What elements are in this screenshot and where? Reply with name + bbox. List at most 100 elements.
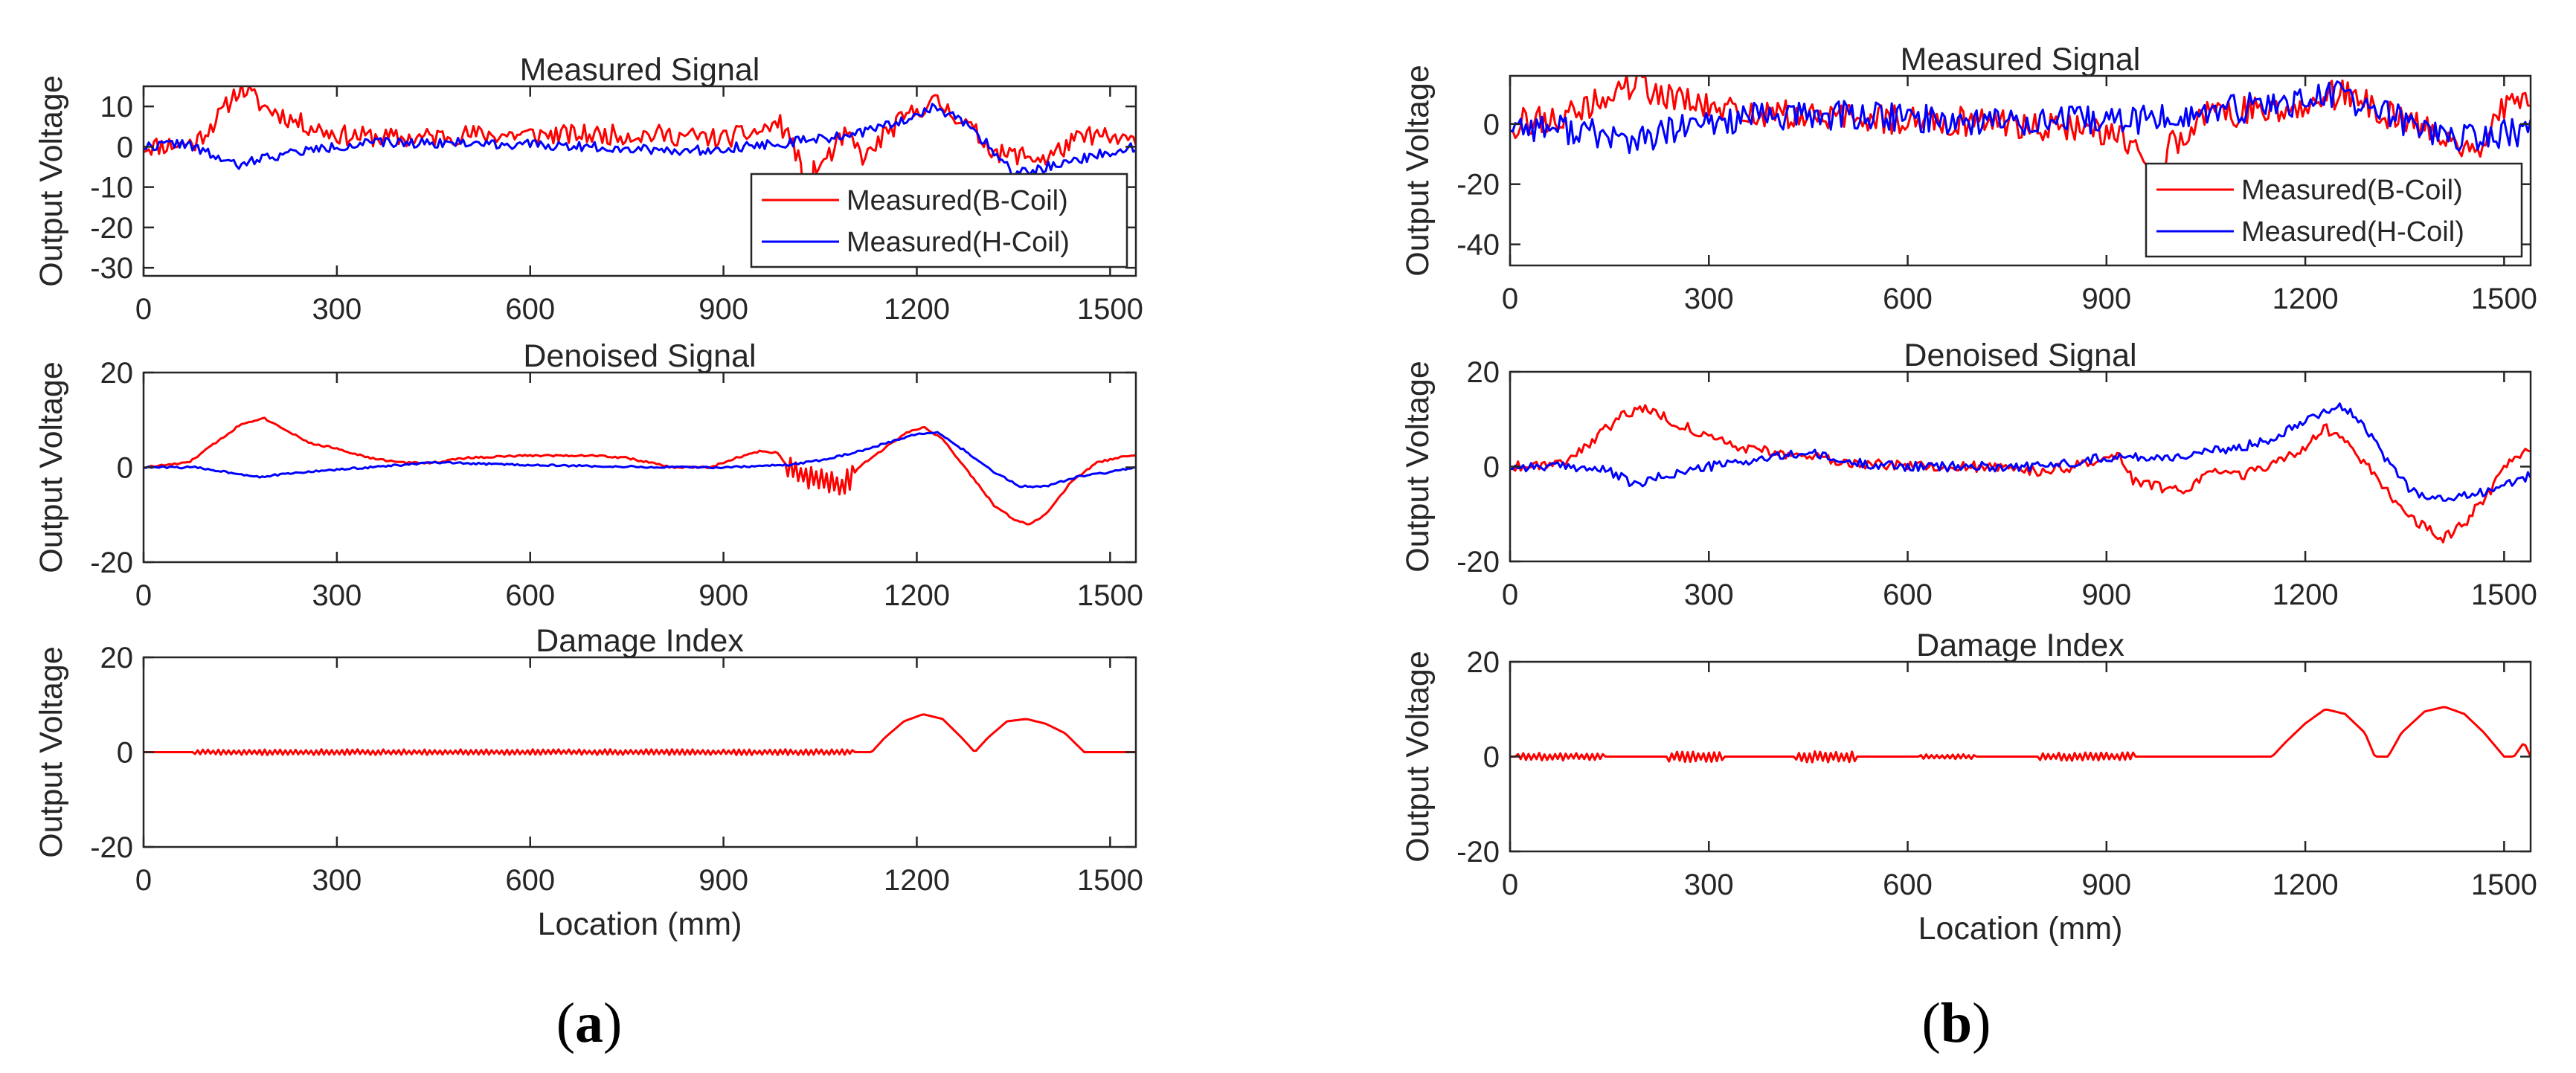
series-line-h-coil (144, 431, 1136, 489)
y-axis-label: Output Voltage (1400, 651, 1436, 863)
y-tick-label: -20 (90, 831, 133, 864)
y-axis-label: Output Voltage (33, 361, 69, 573)
chart-a-measured: 0 300 600 900 1200 1500 -30 -20 -10 0 10 Measured S… (33, 52, 1143, 326)
axes-frame (142, 85, 1137, 277)
series-group (144, 416, 1136, 526)
x-tick-label: 900 (2081, 579, 2131, 611)
y-tick-label: -20 (90, 547, 133, 579)
x-tick-label: 1200 (2273, 579, 2339, 611)
series-line-b-coil (144, 713, 1136, 756)
series-line-h-coil (144, 103, 1136, 179)
x-tick-label: 1500 (2471, 283, 2537, 315)
x-tick-label: 900 (698, 293, 748, 326)
x-tick-label: 300 (1684, 579, 1734, 611)
series-line-b-coil (144, 416, 1136, 526)
x-tick-label: 1500 (1077, 864, 1143, 897)
series-line-h-coil (1510, 80, 2531, 155)
x-tick-label: 0 (1502, 869, 1518, 901)
legend-entry: Measured(B-Coil) (2241, 175, 2463, 206)
y-tick-label: 0 (1483, 109, 1500, 141)
legend: Measured(B-Coil) Measured(H-Coil) (2145, 162, 2523, 258)
x-tick-label: 900 (2081, 869, 2131, 901)
x-tick-label: 0 (135, 293, 152, 326)
x-tick-label: 600 (505, 864, 555, 897)
y-tick-label: -20 (1456, 836, 1500, 869)
y-tick-label: 20 (1467, 356, 1500, 389)
y-tick-label: 0 (1483, 741, 1500, 774)
x-tick-label: 1200 (884, 579, 950, 612)
y-tick-label: -20 (90, 212, 133, 245)
caption-b: (b) (1921, 992, 1991, 1054)
series-group (1510, 706, 2531, 764)
legend-entry: Measured(H-Coil) (2241, 216, 2464, 248)
y-tick-label: 0 (117, 131, 133, 164)
x-tick-label: 0 (1502, 579, 1518, 611)
y-tick-label: -20 (1456, 169, 1500, 202)
y-tick-label: 10 (100, 91, 134, 123)
caption-a: (a) (556, 992, 623, 1054)
x-tick-label: 300 (1684, 283, 1734, 315)
x-tick-label: 0 (135, 579, 152, 612)
chart-title: Measured Signal (1901, 42, 2141, 77)
x-tick-label: 1500 (1077, 579, 1143, 612)
x-tick-label: 900 (2081, 283, 2131, 315)
x-tick-label: 1500 (2471, 869, 2537, 901)
x-axis-label: Location (mm) (538, 906, 742, 942)
legend-entry: Measured(H-Coil) (847, 227, 1070, 258)
series-line-b-coil (1510, 76, 2531, 242)
y-tick-label: -10 (90, 172, 133, 204)
y-axis-label: Output Voltage (1400, 361, 1436, 573)
x-tick-label: 1200 (884, 293, 950, 326)
x-tick-label: 1200 (884, 864, 950, 897)
x-tick-label: 600 (1883, 869, 1933, 901)
y-tick-label: -30 (90, 252, 133, 285)
chart-title: Damage Index (1916, 628, 2124, 663)
series-line-h-coil (1510, 402, 2531, 502)
x-tick-label: 1500 (2471, 579, 2537, 611)
y-tick-label: 20 (100, 357, 134, 390)
y-axis-label: Output Voltage (1400, 65, 1436, 277)
y-axis-label: Output Voltage (33, 646, 69, 858)
chart-title: Denoised Signal (1904, 338, 2136, 373)
y-tick-label: 0 (117, 452, 133, 485)
x-tick-label: 0 (1502, 283, 1518, 315)
y-tick-label: 0 (1483, 451, 1500, 484)
y-tick-label: -20 (1456, 546, 1500, 579)
series-line-b-coil (144, 86, 1136, 251)
x-axis-label: Location (mm) (1918, 911, 2123, 947)
legend-entry: Measured(B-Coil) (847, 185, 1068, 216)
series-group (1510, 76, 2531, 242)
axes-frame (1509, 74, 2532, 267)
x-tick-label: 900 (698, 864, 748, 897)
x-tick-label: 600 (1883, 579, 1933, 611)
y-axis-label: Output Voltage (33, 75, 69, 287)
x-tick-label: 600 (505, 293, 555, 326)
x-tick-label: 1500 (1077, 293, 1143, 326)
legend: Measured(B-Coil) Measured(H-Coil) (750, 173, 1128, 268)
x-tick-label: 900 (698, 579, 748, 612)
y-tick-label: 20 (1467, 646, 1500, 679)
chart-title: Denoised Signal (523, 338, 756, 374)
series-group (144, 86, 1136, 251)
y-tick-label: -40 (1456, 229, 1500, 262)
series-group (144, 713, 1136, 756)
chart-title: Measured Signal (520, 52, 760, 88)
x-tick-label: 600 (505, 579, 555, 612)
legend-box (2145, 162, 2523, 258)
legend-box (750, 173, 1128, 268)
chart-b-measured: 0 300 600 900 1200 1500 -40 -20 0 Measured Signal… (1400, 42, 2537, 315)
x-tick-label: 1200 (2273, 283, 2339, 315)
y-tick-label: 20 (100, 642, 134, 674)
x-tick-label: 300 (312, 864, 362, 897)
chart-title: Damage Index (536, 623, 744, 659)
x-tick-label: 1200 (2273, 869, 2339, 901)
x-tick-label: 300 (1684, 869, 1734, 901)
x-tick-label: 300 (312, 293, 362, 326)
y-tick-label: 0 (117, 737, 133, 770)
x-tick-label: 600 (1883, 283, 1933, 315)
